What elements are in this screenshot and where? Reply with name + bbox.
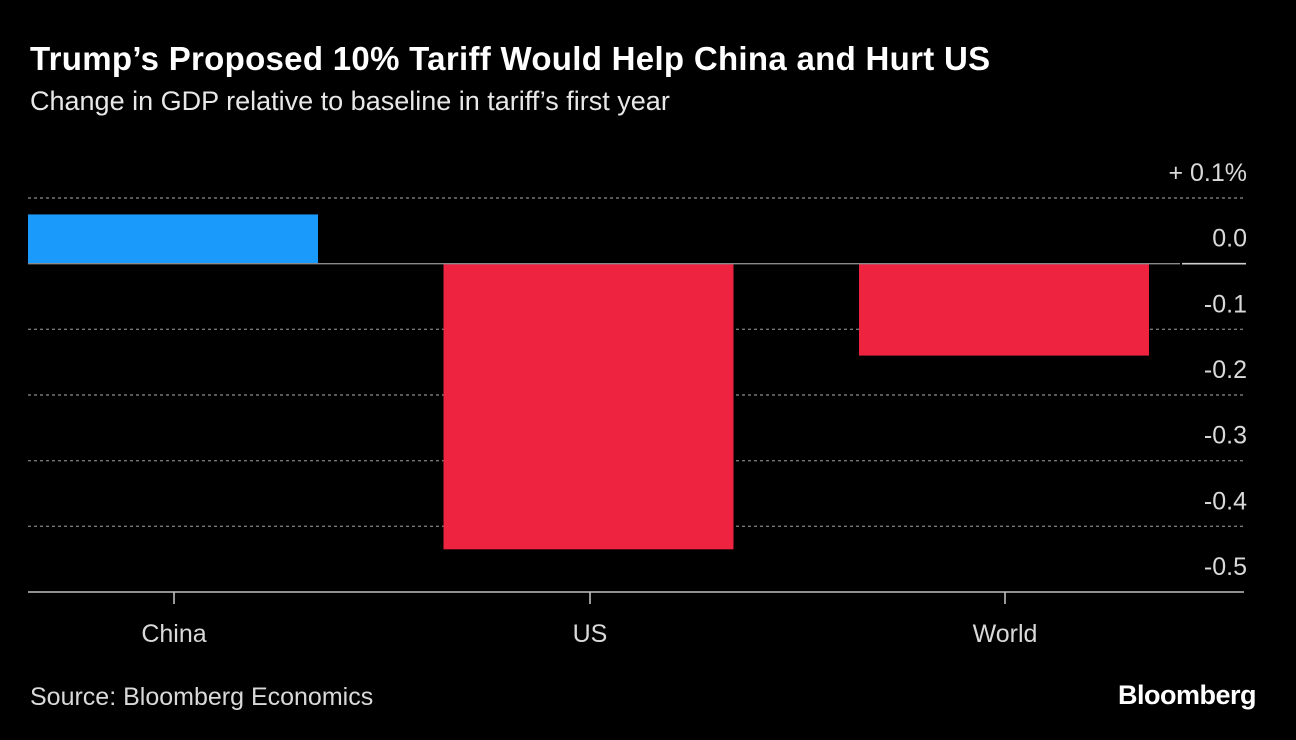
y-tick-label: + 0.1% (1168, 159, 1247, 187)
x-tick-label: China (141, 620, 206, 648)
axes: + 0.1% 0.0 -0.1 -0.2 -0.3 -0.4 -0.5 China US Worl… (28, 159, 1247, 648)
bars (28, 214, 1149, 550)
y-tick-label: -0.3 (1204, 422, 1247, 450)
y-tick-label: 0.0 (1212, 225, 1247, 253)
chart-subtitle: Change in GDP relative to baseline in ta… (30, 86, 670, 116)
x-tick-label: US (573, 620, 608, 648)
y-tick-label: -0.5 (1204, 553, 1247, 581)
bloomberg-logo: Bloomberg (1117, 680, 1257, 710)
y-tick-label: -0.2 (1204, 356, 1247, 384)
bar-us (443, 263, 734, 550)
x-tick-label: World (973, 620, 1038, 648)
bar-china (28, 214, 318, 264)
bar-world (859, 263, 1149, 356)
chart-title: Trump’s Proposed 10% Tariff Would Help C… (30, 40, 991, 77)
y-tick-label: -0.4 (1204, 487, 1247, 515)
source-note: Source: Bloomberg Economics (30, 683, 374, 711)
y-tick-label: -0.1 (1204, 290, 1247, 318)
